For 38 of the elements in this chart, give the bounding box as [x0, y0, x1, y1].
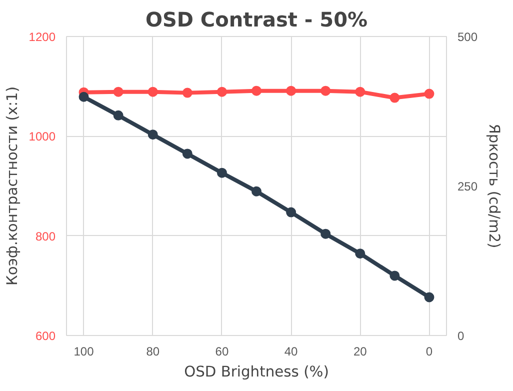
point — [390, 92, 400, 103]
x-tick-label: 0 — [426, 344, 433, 358]
point — [113, 86, 124, 97]
y-axis-title: Коэф.контрастности (x:1) — [4, 86, 21, 286]
x-axis-title: OSD Brightness (%) — [184, 364, 329, 380]
x-tick-label: 60 — [215, 344, 229, 358]
x-tick-label: 20 — [353, 344, 368, 358]
y-tick-label: 1000 — [28, 130, 56, 144]
point — [252, 186, 262, 196]
y2-tick-label: 250 — [458, 180, 478, 194]
point — [390, 270, 400, 281]
point — [355, 86, 366, 97]
point — [424, 292, 434, 302]
x-tick-label: 40 — [284, 344, 298, 358]
point — [252, 86, 262, 96]
point — [216, 86, 227, 97]
point — [424, 88, 434, 99]
y-tick-label: 800 — [35, 229, 56, 244]
point — [148, 130, 158, 140]
y2-axis-title: Яркость (cd/m2) — [486, 124, 503, 248]
x-tick-label: 80 — [146, 344, 160, 358]
point — [320, 228, 331, 239]
point — [286, 86, 296, 96]
point — [148, 86, 158, 97]
y2-tick-label: 0 — [458, 329, 464, 343]
chart-title: OSD Contrast - 50% — [145, 8, 368, 32]
point — [113, 110, 124, 120]
point — [286, 207, 296, 218]
point — [182, 148, 192, 159]
point — [78, 92, 89, 102]
y-tick-label: 1200 — [28, 30, 56, 44]
point — [182, 88, 192, 98]
x-tick-label: 100 — [74, 344, 94, 358]
point — [355, 248, 366, 259]
point — [320, 86, 331, 96]
point — [216, 168, 227, 178]
y2-tick-label: 500 — [458, 30, 478, 44]
y-tick-label: 600 — [35, 329, 56, 343]
